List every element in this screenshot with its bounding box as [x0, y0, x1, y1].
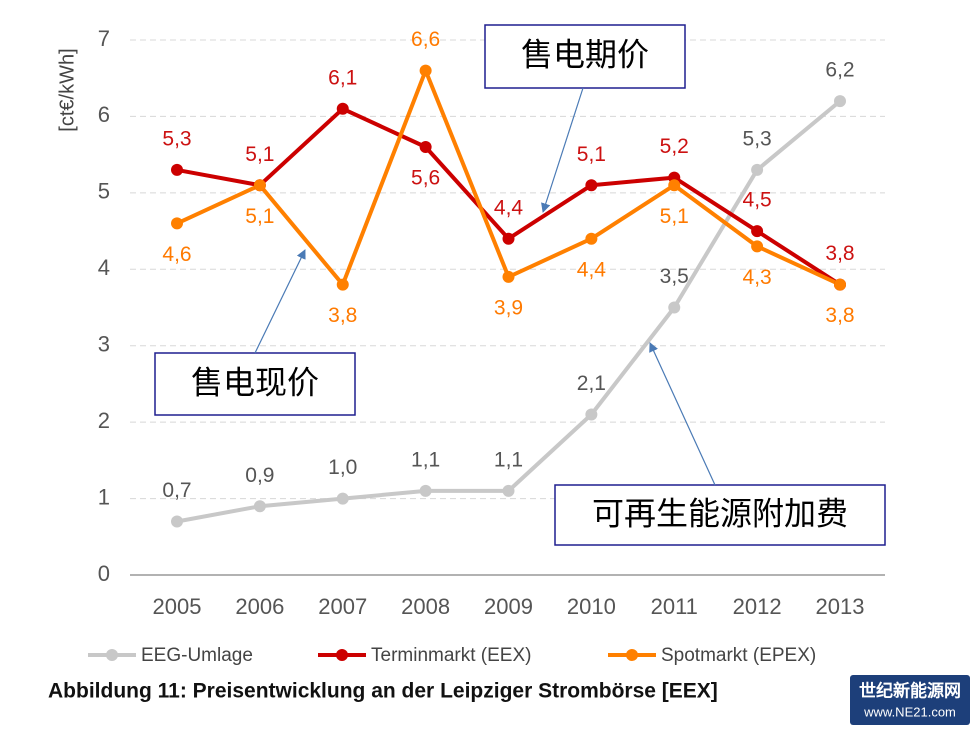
- data-label: 4,4: [494, 196, 524, 219]
- point: [585, 408, 598, 421]
- legend-label: Terminmarkt (EEX): [371, 645, 531, 666]
- data-label: 0,7: [162, 479, 191, 502]
- point: [751, 225, 764, 238]
- point: [502, 270, 515, 283]
- data-label: 5,1: [577, 143, 606, 166]
- series-line: [176, 68, 841, 287]
- x-tick-label: 2013: [816, 594, 865, 619]
- point: [171, 217, 183, 230]
- data-label: 3,8: [825, 304, 854, 327]
- arrow: [254, 249, 306, 354]
- x-tick-label: 2010: [567, 594, 616, 619]
- x-tick-label: 2008: [401, 594, 450, 619]
- data-label: 1,0: [328, 456, 357, 479]
- y-axis-label: [ct€/kWh]: [56, 48, 78, 131]
- point: [834, 95, 846, 108]
- data-label: 3,8: [328, 304, 357, 327]
- annotation: 售电现价: [191, 364, 319, 400]
- data-label: 5,6: [411, 167, 440, 190]
- y-tick-label: 6: [98, 102, 110, 127]
- point: [253, 179, 266, 192]
- data-label: 3,8: [825, 242, 854, 265]
- data-label: 1,1: [494, 448, 523, 471]
- data-label: 3,9: [494, 296, 523, 319]
- watermark-box: [850, 675, 970, 725]
- point: [419, 484, 432, 497]
- point: [834, 278, 846, 291]
- point: [751, 163, 764, 176]
- caption: Abbildung 11: Preisentwicklung an der Le…: [48, 680, 718, 703]
- x-tick-label: 2005: [153, 594, 202, 619]
- point: [585, 179, 598, 192]
- data-label: 5,1: [245, 143, 274, 166]
- x-tick-label: 2006: [235, 594, 284, 619]
- watermark-name: 世纪新能源网: [859, 680, 961, 700]
- data-label: 4,5: [743, 189, 772, 212]
- data-label: 4,4: [577, 258, 607, 281]
- legend-label: Spotmarkt (EPEX): [661, 645, 816, 666]
- point: [171, 515, 183, 528]
- point: [336, 492, 349, 505]
- legend-marker: [106, 649, 118, 661]
- point: [751, 240, 764, 253]
- data-label: 4,6: [162, 243, 191, 266]
- y-tick-label: 5: [98, 179, 110, 204]
- legend-marker: [336, 649, 348, 661]
- point: [171, 163, 183, 176]
- data-label: 5,3: [162, 127, 191, 150]
- y-tick-label: 0: [98, 561, 110, 586]
- y-tick-label: 4: [98, 255, 110, 280]
- data-label: 0,9: [245, 464, 274, 487]
- data-label: 5,1: [660, 205, 689, 228]
- point: [502, 232, 515, 245]
- data-label: 6,6: [411, 28, 440, 51]
- annotation-box: [484, 24, 686, 89]
- watermark-url: www.NE21.com: [863, 704, 956, 719]
- arrow: [649, 342, 716, 486]
- data-label: 3,5: [660, 265, 689, 288]
- x-tick-label: 2007: [318, 594, 367, 619]
- arrow: [541, 87, 584, 213]
- data-label: 5,1: [245, 205, 274, 228]
- y-tick-label: 2: [98, 408, 110, 433]
- data-label: 6,2: [825, 59, 854, 82]
- point: [336, 278, 349, 291]
- y-tick-label: 7: [98, 26, 110, 51]
- annotation: 可再生能源附加费: [592, 495, 848, 531]
- data-label: 5,2: [660, 135, 689, 158]
- point: [336, 102, 349, 115]
- data-label: 1,1: [411, 448, 440, 471]
- data-label: 2,1: [577, 372, 606, 395]
- point: [585, 232, 598, 245]
- data-label: 4,3: [743, 266, 772, 289]
- point: [419, 64, 432, 77]
- annotation-box: [554, 484, 886, 546]
- annotation-box: [154, 352, 356, 416]
- x-tick-label: 2009: [484, 594, 533, 619]
- x-tick-label: 2011: [651, 594, 698, 619]
- legend-label: EEG-Umlage: [141, 645, 253, 666]
- annotation: 售电期价: [521, 36, 649, 72]
- y-tick-label: 3: [98, 332, 110, 357]
- point: [419, 141, 432, 153]
- legend-marker: [626, 649, 638, 661]
- data-label: 6,1: [328, 66, 357, 89]
- point: [502, 484, 515, 497]
- y-tick-label: 1: [98, 484, 110, 509]
- point: [668, 179, 681, 192]
- point: [668, 301, 681, 314]
- point: [253, 500, 266, 513]
- data-label: 5,3: [743, 127, 772, 150]
- x-tick-label: 2012: [733, 594, 782, 619]
